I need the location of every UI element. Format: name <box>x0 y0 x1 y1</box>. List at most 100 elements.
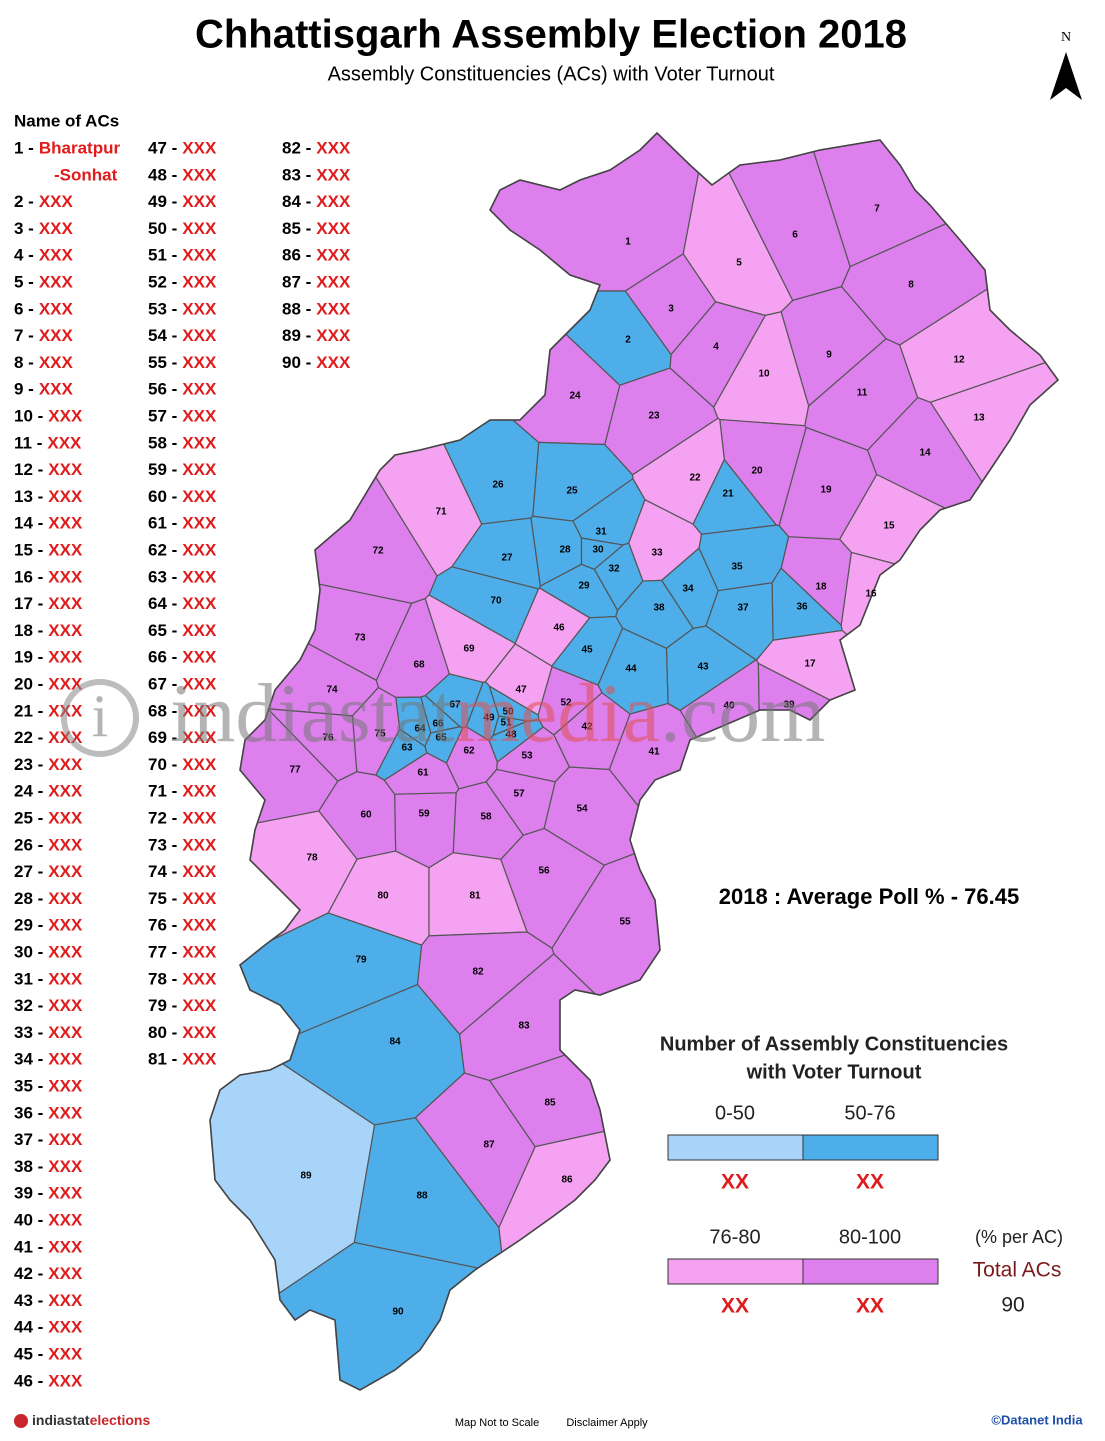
ac-number: 27 - <box>14 862 43 881</box>
ac-number: 24 - <box>14 782 43 801</box>
ac-name: XXX <box>182 916 217 935</box>
constituency-label: 71 <box>435 507 447 518</box>
constituency-label: 90 <box>392 1307 404 1318</box>
constituency-label: 46 <box>553 623 565 634</box>
ac-number: 52 - <box>148 272 177 291</box>
ac-name: XXX <box>48 1318 83 1337</box>
constituency <box>492 715 528 737</box>
constituency-label: 41 <box>648 747 660 758</box>
ac-name: XXX <box>48 406 83 425</box>
ac-name: XXX <box>48 487 83 506</box>
ac-name: XXX <box>39 246 74 265</box>
constituency-label: 62 <box>463 746 475 757</box>
constituency-label: 34 <box>682 584 694 595</box>
legend: Number of Assembly Constituencies with Vo… <box>660 1033 1063 1317</box>
ac-number: 82 - <box>282 138 311 157</box>
ac-number: 70 - <box>148 755 177 774</box>
ac-number: 90 - <box>282 353 311 372</box>
ac-number: 60 - <box>148 487 177 506</box>
constituency-label: 63 <box>401 743 413 754</box>
ac-number: 15 - <box>14 540 43 559</box>
north-label: N <box>1061 30 1071 45</box>
constituency-label: 36 <box>796 602 808 613</box>
ac-number: 39 - <box>14 1184 43 1203</box>
average-poll: 2018 : Average Poll % - 76.45 <box>719 884 1019 909</box>
ac-number: 44 - <box>14 1318 43 1337</box>
constituency-label: 4 <box>713 342 719 353</box>
constituency-label: 25 <box>566 486 578 497</box>
constituency-label: 9 <box>826 350 832 361</box>
ac-name: XXX <box>182 755 217 774</box>
ac-number: 16 - <box>14 567 43 586</box>
legend-count: XX <box>856 1295 884 1318</box>
disclaimer: Disclaimer Apply <box>566 1417 648 1429</box>
ac-name: XXX <box>48 567 83 586</box>
constituency <box>698 524 790 592</box>
ac-number: 3 - <box>14 219 34 238</box>
ac-name: XXX <box>316 272 351 291</box>
constituency-label: 83 <box>518 1021 530 1032</box>
ac-number: 47 - <box>148 138 177 157</box>
ac-number: 37 - <box>14 1130 43 1149</box>
constituency-label: 13 <box>973 413 985 424</box>
constituency-label: 68 <box>413 660 425 671</box>
constituency-label: 22 <box>689 473 701 484</box>
constituency-label: 64 <box>414 724 426 735</box>
ac-number: 5 - <box>14 272 34 291</box>
ac-name: XXX <box>182 1050 217 1069</box>
ac-number: 28 - <box>14 889 43 908</box>
constituency-label: 16 <box>865 589 877 600</box>
ac-name: XXX <box>182 648 217 667</box>
constituency-label: 7 <box>874 204 880 215</box>
constituency-label: 74 <box>326 685 338 696</box>
ac-number: 17 - <box>14 594 43 613</box>
constituency-label: 79 <box>355 955 367 966</box>
constituency-label: 69 <box>463 644 475 655</box>
legend-count: XX <box>856 1171 884 1194</box>
ac-number: 50 - <box>148 219 177 238</box>
constituency-label: 8 <box>908 280 914 291</box>
constituency-label: 40 <box>723 701 735 712</box>
ac-number: 7 - <box>14 326 34 345</box>
copyright: ©Datanet India <box>991 1412 1083 1427</box>
ac-number: 25 - <box>14 808 43 827</box>
ac-number: 32 - <box>14 996 43 1015</box>
ac-name: XXX <box>182 1023 217 1042</box>
constituency-label: 81 <box>469 891 481 902</box>
legend-band-label: 76-80 <box>709 1226 760 1248</box>
constituency-label: 72 <box>372 546 384 557</box>
ac-number: 14 - <box>14 514 43 533</box>
state-map: 1234567891011121314151617181920212223242… <box>209 131 1060 1391</box>
ac-number: 77 - <box>148 942 177 961</box>
constituency-label: 61 <box>417 768 429 779</box>
ac-number: 78 - <box>148 969 177 988</box>
ac-number: 66 - <box>148 648 177 667</box>
constituency-label: 60 <box>360 810 372 821</box>
ac-number: 63 - <box>148 567 177 586</box>
ac-number: 71 - <box>148 782 177 801</box>
ac-list: Name of ACs 1 - Bharatpur -Sonhat 2 - XXX 3 - X… <box>14 111 351 1390</box>
ac-number: 49 - <box>148 192 177 211</box>
ac-name: XXX <box>182 728 217 747</box>
ac-number: 29 - <box>14 916 43 935</box>
constituency-label: 42 <box>581 722 593 733</box>
ac-number: 38 - <box>14 1157 43 1176</box>
ac-name: XXX <box>316 165 351 184</box>
constituency-label: 70 <box>490 596 502 607</box>
title: Chhattisgarh Assembly Election 2018 <box>195 13 907 57</box>
constituency-label: 30 <box>592 545 604 556</box>
constituency-label: 50 <box>502 707 514 718</box>
ac-name: XXX <box>39 380 74 399</box>
constituency-label: 48 <box>505 730 517 741</box>
watermark-icon: i <box>92 683 109 749</box>
ac-number: 57 - <box>148 406 177 425</box>
ac-number: 48 - <box>148 165 177 184</box>
ac-number: 8 - <box>14 353 34 372</box>
ac-name: XXX <box>182 406 217 425</box>
ac-number: 1 - <box>14 138 34 157</box>
ac-number: 75 - <box>148 889 177 908</box>
ac-name: XXX <box>48 621 83 640</box>
constituency-label: 84 <box>389 1037 401 1048</box>
ac-name: XXX <box>48 1264 83 1283</box>
